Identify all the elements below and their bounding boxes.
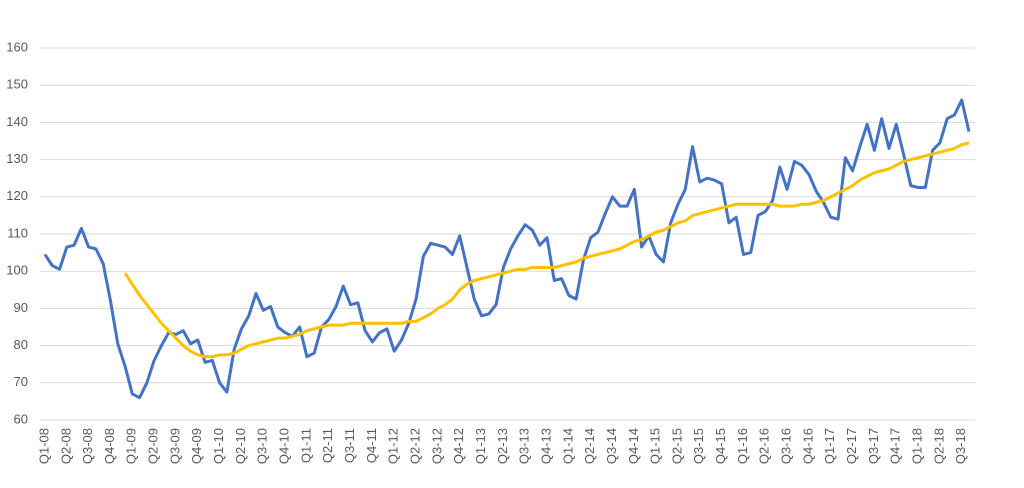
x-tick-label: Q2-12: [407, 428, 422, 464]
y-tick-label: 70: [14, 374, 28, 389]
y-tick-label: 80: [14, 337, 28, 352]
x-tick-label: Q4-14: [626, 428, 641, 464]
x-tick-label: Q2-18: [931, 428, 946, 464]
y-tick-label: 140: [6, 114, 28, 129]
x-tick-label: Q1-13: [473, 428, 488, 464]
y-tick-label: 100: [6, 263, 28, 278]
x-tick-label: Q2-15: [669, 428, 684, 464]
x-tick-label: Q2-14: [582, 428, 597, 464]
x-tick-label: Q3-13: [517, 428, 532, 464]
x-tick-label: Q2-11: [320, 428, 335, 463]
x-tick-label: Q1-08: [36, 428, 51, 464]
data-line: [123, 141, 970, 359]
x-tick-label: Q4-15: [713, 428, 728, 464]
y-tick-label: 160: [6, 39, 28, 54]
x-tick-label: Q2-16: [757, 428, 772, 464]
x-tick-label: Q3-14: [604, 428, 619, 464]
x-tick-label: Q4-16: [800, 428, 815, 464]
x-tick-label: Q4-13: [538, 428, 553, 464]
x-tick-label: Q1-15: [648, 428, 663, 464]
x-tick-label: Q1-09: [124, 428, 139, 464]
x-tick-label: Q3-18: [953, 428, 968, 464]
y-tick-label: 90: [14, 300, 28, 315]
x-tick-label: Q4-10: [277, 428, 292, 464]
x-tick-label: Q1-11: [298, 428, 313, 463]
x-tick-label: Q1-17: [822, 428, 837, 464]
x-tick-label: Q3-12: [429, 428, 444, 464]
x-tick-label: Q1-18: [910, 428, 925, 464]
x-tick-label: Q3-11: [342, 428, 357, 463]
x-tick-label: Q3-10: [255, 428, 270, 464]
x-tick-label: Q4-17: [888, 428, 903, 464]
x-tick-label: Q2-08: [58, 428, 73, 464]
x-tick-label: Q2-10: [233, 428, 248, 464]
x-tick-label: Q3-17: [866, 428, 881, 464]
x-tick-label: Q2-09: [146, 428, 161, 464]
x-tick-label: Q4-11: [364, 428, 379, 463]
y-tick-label: 120: [6, 188, 28, 203]
x-tick-label: Q1-10: [211, 428, 226, 464]
x-tick-label: Q1-14: [560, 428, 575, 464]
x-tick-label: Q4-08: [102, 428, 117, 464]
x-tick-label: Q3-08: [80, 428, 95, 464]
y-tick-label: 110: [7, 225, 28, 240]
x-tick-label: Q1-12: [386, 428, 401, 464]
data-line: [43, 98, 971, 400]
y-tick-label: 130: [6, 151, 28, 166]
x-tick-label: Q2-13: [495, 428, 510, 464]
x-tick-label: Q1-16: [735, 428, 750, 464]
y-tick-label: 150: [6, 77, 28, 92]
x-tick-label: Q3-15: [691, 428, 706, 464]
x-tick-label: Q4-12: [451, 428, 466, 464]
x-tick-label: Q3-09: [167, 428, 182, 464]
y-tick-label: 60: [14, 411, 28, 426]
x-tick-label: Q4-09: [189, 428, 204, 464]
x-tick-label: Q3-16: [779, 428, 794, 464]
x-tick-label: Q2-17: [844, 428, 859, 464]
